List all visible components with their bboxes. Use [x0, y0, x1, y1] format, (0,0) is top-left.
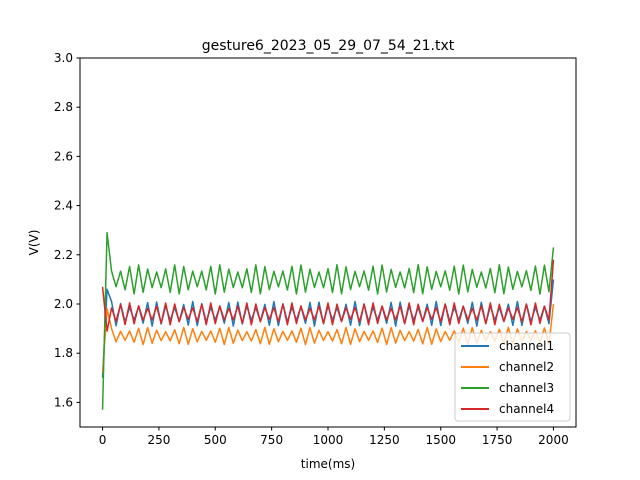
- y-tick-label: 2.6: [54, 149, 73, 163]
- x-tick-label: 0: [99, 433, 107, 447]
- x-tick-label: 750: [260, 433, 283, 447]
- x-tick-label: 1750: [482, 433, 513, 447]
- x-tick-label: 1250: [369, 433, 400, 447]
- x-tick-label: 500: [204, 433, 227, 447]
- y-tick-label: 2.2: [54, 248, 73, 262]
- legend-label: channel4: [499, 402, 554, 416]
- y-axis-ticks: 1.6 1.8 2.0 2.2 2.4 2.6 2.8 3.0: [54, 51, 80, 409]
- legend-box: [454, 332, 571, 422]
- x-tick-label: 1500: [425, 433, 456, 447]
- series-line-channel3: [101, 231, 555, 410]
- x-tick-label: 250: [147, 433, 170, 447]
- legend-label: channel1: [499, 339, 554, 353]
- x-tick-label: 2000: [538, 433, 569, 447]
- y-axis-title: V(V): [27, 230, 41, 256]
- series-line-channel4: [101, 259, 555, 332]
- y-tick-label: 2.8: [54, 100, 73, 114]
- legend: channel1 channel2 channel3 channel4: [454, 332, 571, 422]
- chart-title: gesture6_2023_05_29_07_54_21.txt: [202, 38, 455, 54]
- legend-label: channel2: [499, 360, 554, 374]
- y-tick-label: 1.8: [54, 346, 73, 360]
- x-axis-ticks: 0 250 500 750 1000 1250 1500 1750 2000: [99, 427, 569, 447]
- y-tick-label: 1.6: [54, 395, 73, 409]
- x-tick-label: 1000: [313, 433, 344, 447]
- y-tick-label: 2.0: [54, 297, 73, 311]
- x-axis-title: time(ms): [301, 457, 355, 471]
- legend-label: channel3: [499, 381, 554, 395]
- y-tick-label: 3.0: [54, 51, 73, 65]
- y-tick-label: 2.4: [54, 199, 73, 213]
